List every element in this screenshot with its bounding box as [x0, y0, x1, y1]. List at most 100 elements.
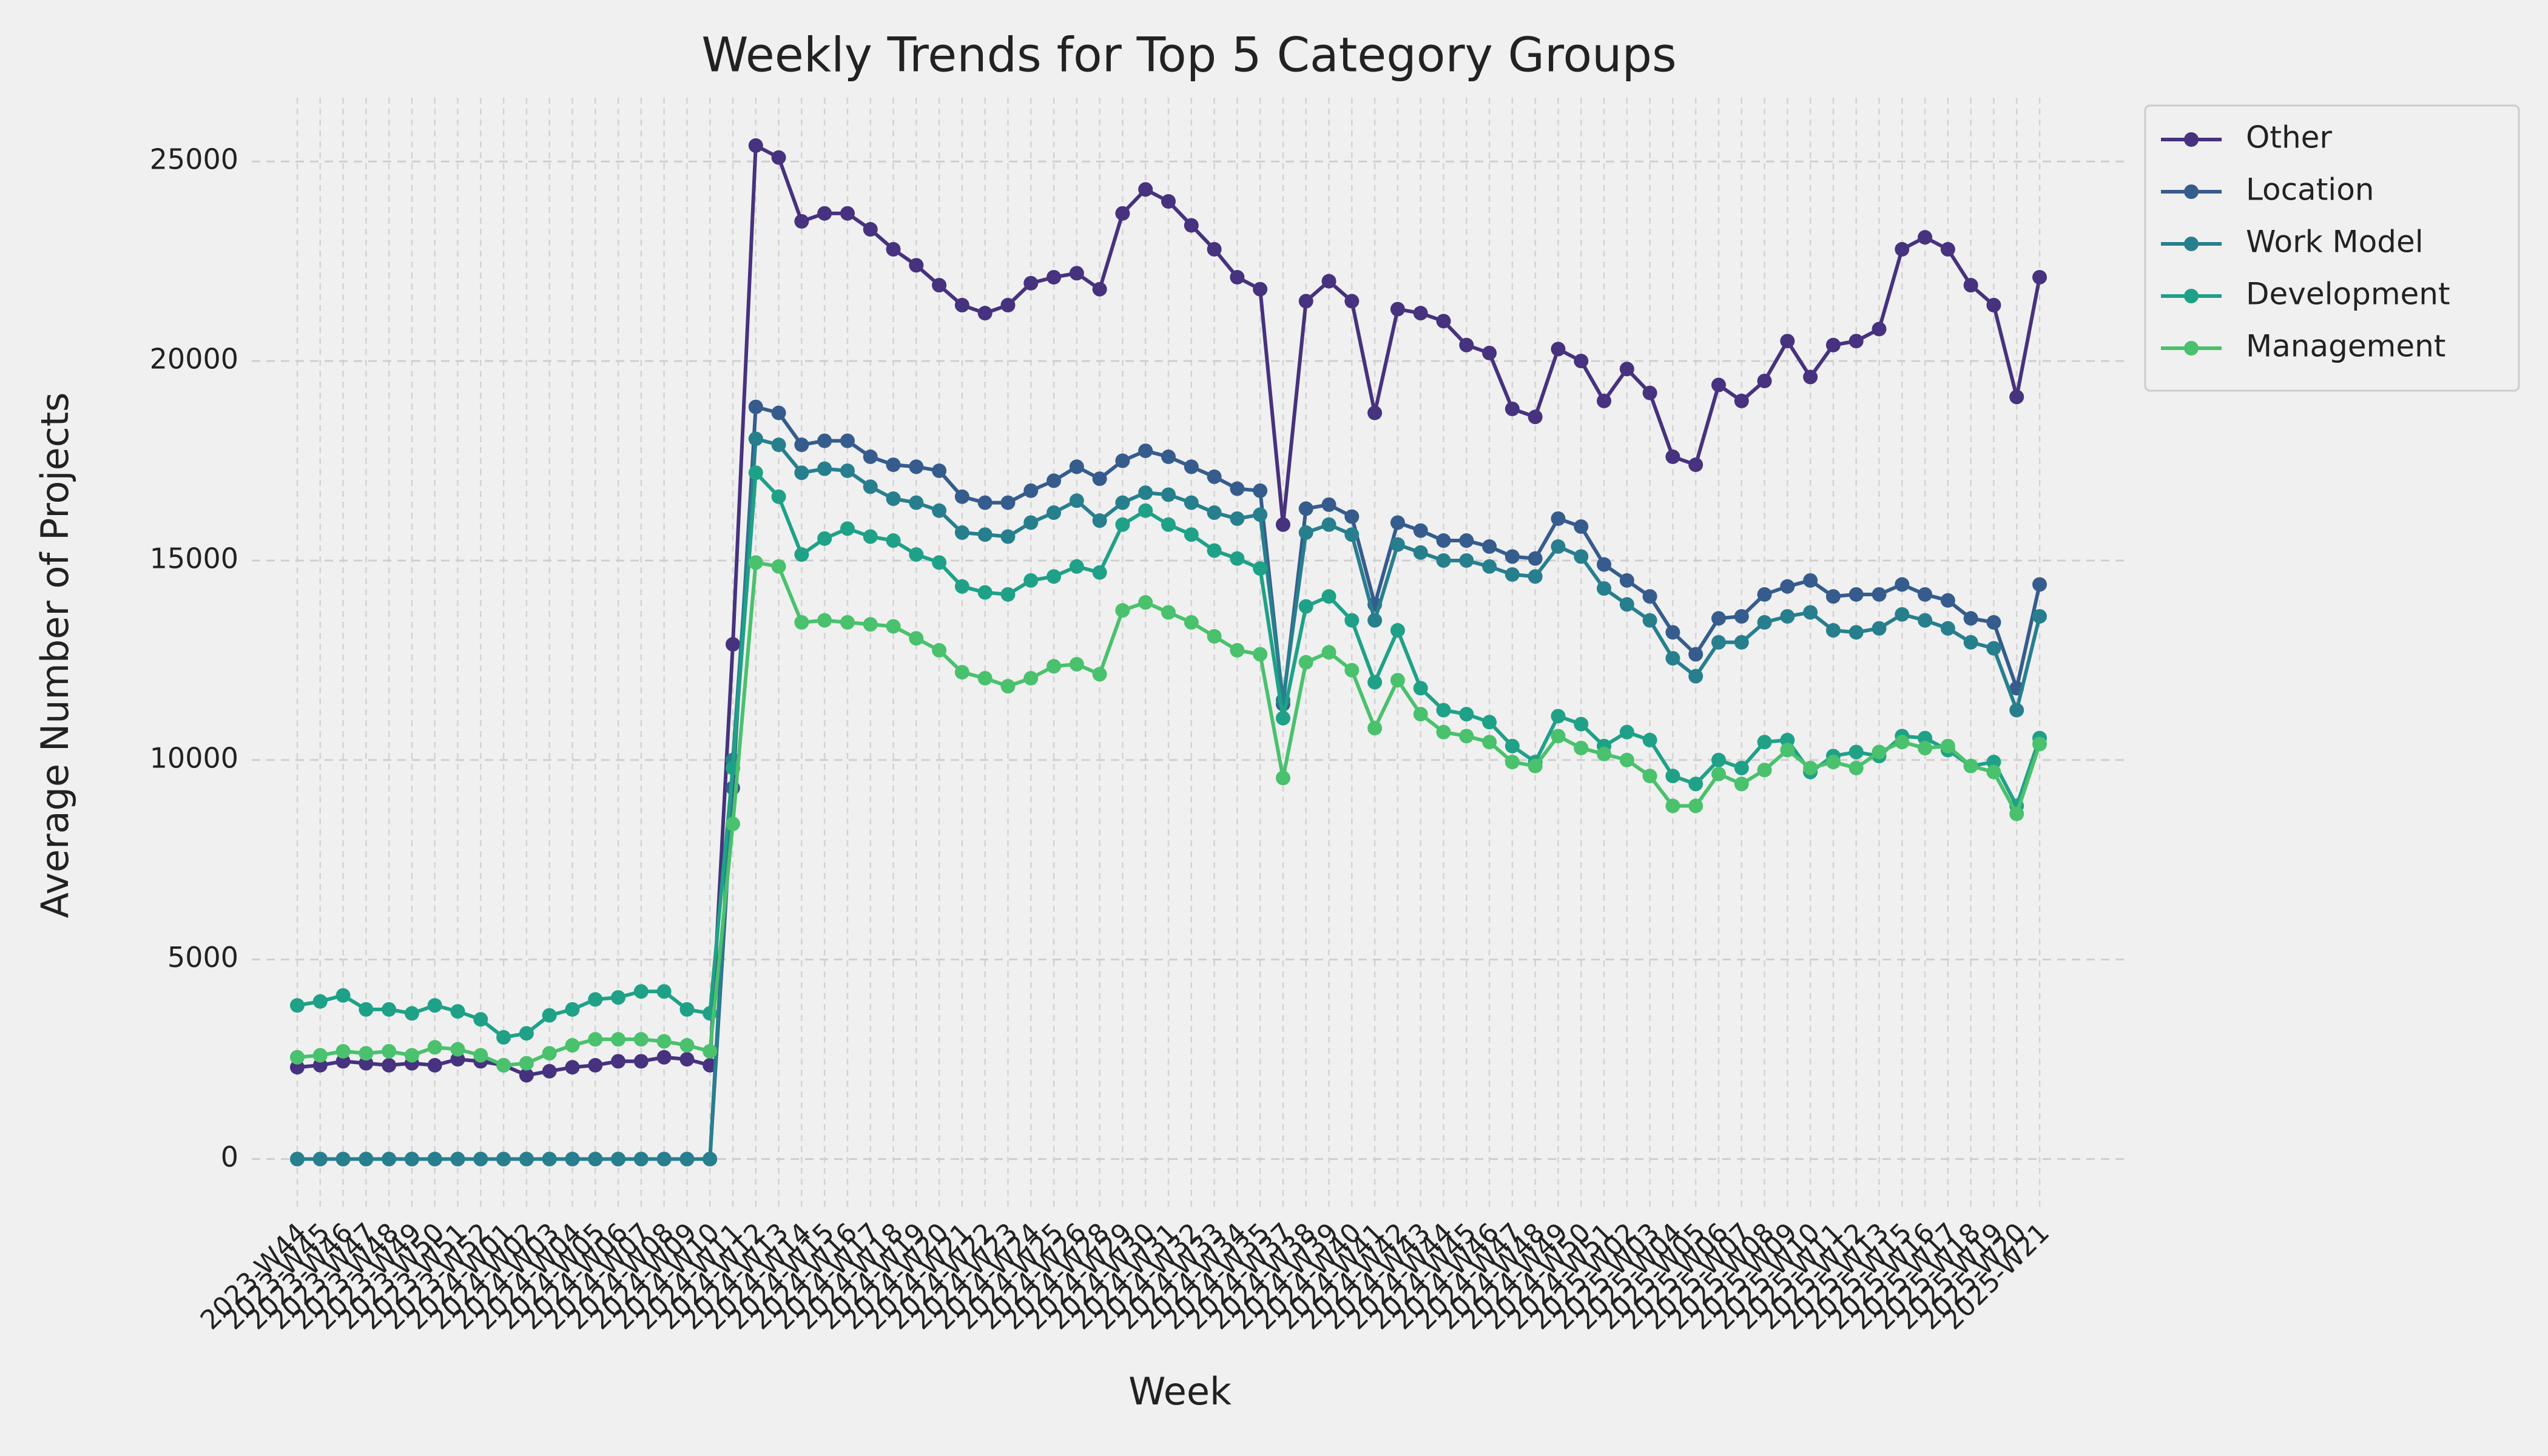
- data-point: [656, 984, 672, 999]
- data-point: [588, 1032, 603, 1047]
- data-point: [1298, 501, 1313, 516]
- data-point: [404, 1006, 419, 1021]
- data-point: [817, 206, 832, 221]
- data-point: [840, 463, 855, 478]
- data-point: [1918, 230, 1933, 245]
- data-point: [1642, 385, 1657, 400]
- data-point: [1825, 337, 1841, 352]
- data-point: [1574, 354, 1589, 369]
- data-point: [450, 1042, 465, 1057]
- legend-box: [2144, 104, 2520, 392]
- data-point: [1825, 755, 1841, 770]
- data-point: [427, 1057, 442, 1073]
- data-point: [1688, 457, 1704, 473]
- data-point: [359, 1151, 374, 1167]
- data-point: [1963, 635, 1978, 650]
- data-point: [1253, 281, 1268, 297]
- data-point: [1940, 241, 1955, 257]
- data-point: [1023, 670, 1039, 686]
- data-point: [1619, 752, 1634, 767]
- data-point: [817, 613, 832, 628]
- data-point: [886, 491, 901, 506]
- data-point: [1046, 569, 1062, 584]
- data-point: [863, 529, 878, 544]
- data-point: [633, 1151, 649, 1167]
- data-point: [427, 1040, 442, 1055]
- data-point: [1161, 449, 1176, 464]
- data-point: [1069, 656, 1084, 672]
- data-point: [1413, 545, 1428, 560]
- data-point: [726, 817, 740, 832]
- data-point: [1895, 607, 1910, 622]
- legend-label: Work Model: [2246, 224, 2424, 260]
- data-point: [290, 1151, 305, 1167]
- data-point: [1986, 298, 2001, 313]
- data-point: [1619, 362, 1634, 377]
- data-point: [1734, 609, 1749, 624]
- data-point: [1436, 553, 1451, 568]
- data-point: [1161, 605, 1176, 620]
- data-point: [703, 1043, 718, 1059]
- data-point: [565, 1002, 580, 1017]
- data-point: [1619, 724, 1634, 740]
- data-point: [588, 1057, 603, 1073]
- data-point: [1665, 625, 1680, 640]
- data-point: [1275, 770, 1290, 786]
- data-point: [450, 1004, 465, 1019]
- data-point: [611, 1054, 626, 1069]
- data-point: [427, 1151, 442, 1167]
- y-tick-label: 10000: [150, 741, 238, 774]
- data-point: [932, 463, 947, 478]
- data-point: [1390, 515, 1405, 530]
- data-point: [840, 433, 855, 448]
- data-point: [771, 489, 786, 504]
- data-point: [1367, 675, 1383, 690]
- data-point: [748, 431, 763, 447]
- data-point: [335, 988, 351, 1003]
- data-point: [679, 1038, 695, 1053]
- data-point: [450, 1052, 465, 1067]
- data-point: [1918, 730, 1933, 746]
- data-point: [473, 1048, 488, 1063]
- data-point: [932, 642, 947, 658]
- data-point: [863, 222, 878, 237]
- data-point: [1757, 587, 1772, 602]
- y-tick-label: 15000: [150, 542, 238, 575]
- data-point: [1803, 605, 1818, 620]
- data-point: [1275, 517, 1290, 532]
- data-point: [1597, 746, 1611, 761]
- data-point: [1757, 615, 1772, 630]
- data-point: [954, 665, 969, 680]
- data-point: [679, 1052, 695, 1067]
- data-point: [1459, 337, 1474, 352]
- data-point: [1505, 549, 1520, 564]
- data-point: [794, 615, 809, 630]
- data-point: [1184, 495, 1199, 510]
- data-point: [1115, 453, 1130, 468]
- data-point: [977, 585, 993, 600]
- data-point: [909, 547, 924, 562]
- data-point: [1688, 777, 1704, 792]
- data-point: [1390, 673, 1405, 688]
- data-point: [1138, 485, 1153, 500]
- data-point: [863, 617, 878, 632]
- data-point: [1665, 449, 1680, 464]
- data-point: [473, 1012, 488, 1027]
- data-point: [1986, 615, 2001, 630]
- data-point: [863, 479, 878, 494]
- data-point: [1367, 405, 1383, 420]
- data-point: [1528, 569, 1543, 584]
- data-point: [1918, 741, 1933, 756]
- data-point: [1642, 613, 1657, 628]
- data-point: [1138, 595, 1153, 610]
- data-point: [1940, 593, 1955, 608]
- data-point: [1597, 557, 1611, 572]
- data-point: [382, 1002, 397, 1017]
- data-point: [1665, 769, 1680, 784]
- data-point: [565, 1060, 580, 1075]
- data-point: [840, 615, 855, 630]
- data-point: [496, 1151, 511, 1167]
- data-point: [611, 1032, 626, 1047]
- data-point: [496, 1030, 511, 1045]
- data-point: [290, 1050, 305, 1065]
